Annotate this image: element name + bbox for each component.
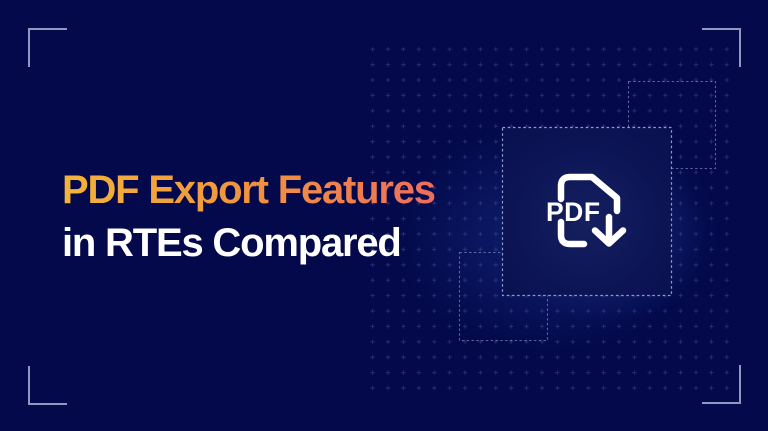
corner-bracket-bottom-left (28, 366, 67, 405)
download-arrow-head (591, 227, 627, 247)
corner-bracket-top-right (702, 28, 741, 67)
headline-line1: PDF Export Features (62, 164, 436, 217)
corner-bracket-top-left (28, 28, 67, 67)
corner-bracket-bottom-right (702, 365, 741, 404)
headline-line2: in RTEs Compared (62, 221, 402, 265)
document-bottom-outline (557, 218, 588, 248)
pdf-icon-tile (501, 126, 673, 297)
document-top-outline (557, 173, 621, 215)
pdf-download-icon: PDF (546, 173, 627, 248)
pdf-icon-label: PDF (546, 197, 601, 227)
headline: PDF Export Features in RTEs Compared (62, 164, 436, 270)
